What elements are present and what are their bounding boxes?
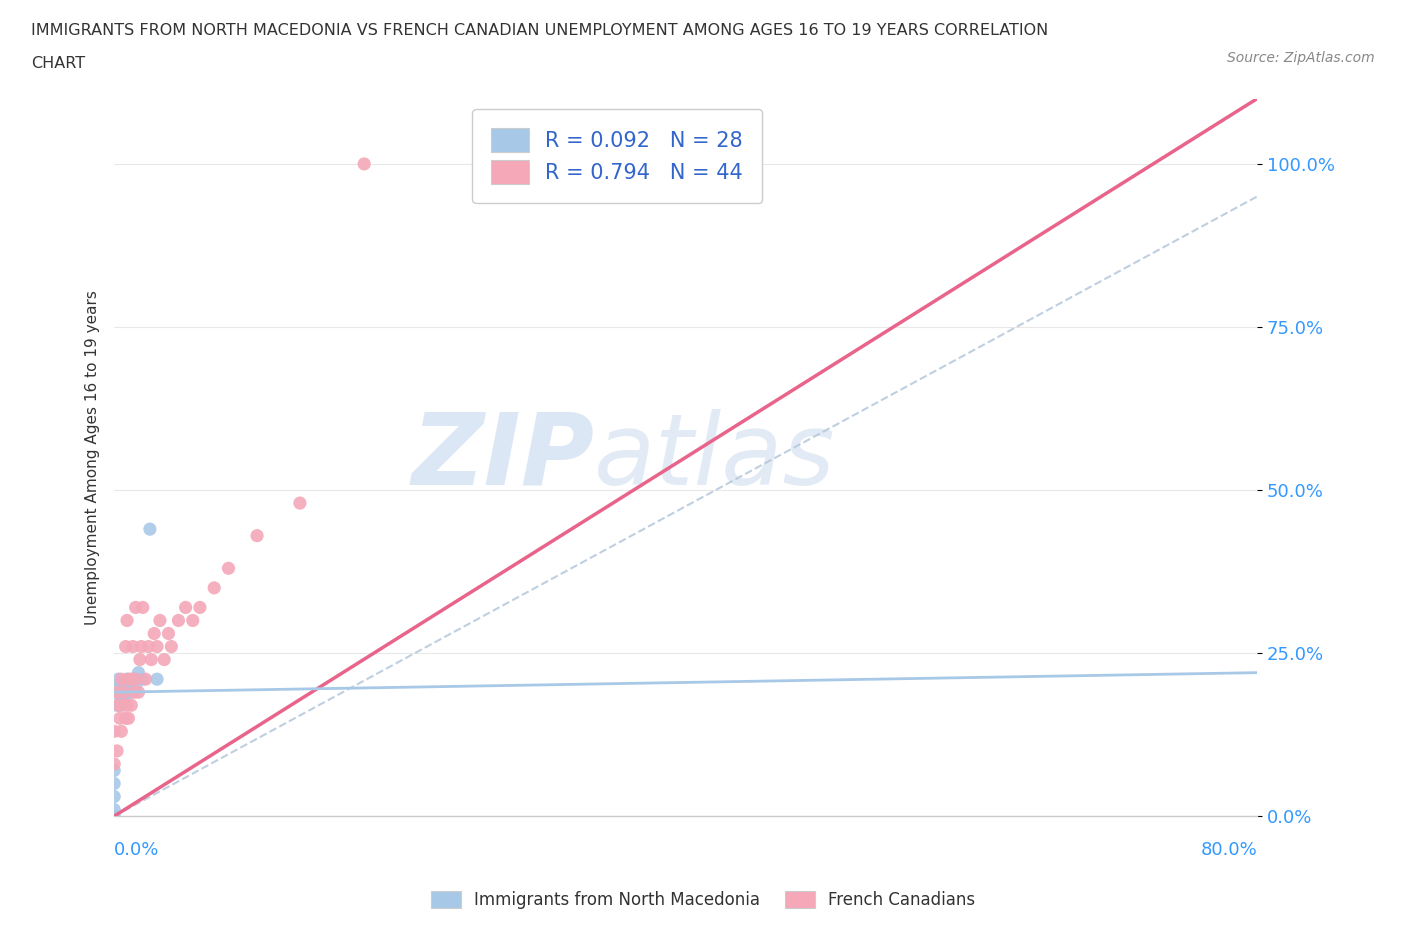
Point [160,639,183,654]
Text: Source: ZipAtlas.com: Source: ZipAtlas.com [1227,51,1375,65]
Text: IMMIGRANTS FROM NORTH MACEDONIA VS FRENCH CANADIAN UNEMPLOYMENT AMONG AGES 16 TO: IMMIGRANTS FROM NORTH MACEDONIA VS FRENC… [31,23,1049,38]
Point [110,724,132,738]
Text: CHART: CHART [31,56,84,71]
Point [131,639,153,654]
Text: atlas: atlas [595,409,835,506]
Point [141,652,163,667]
Point [107,678,129,693]
Point [110,678,132,693]
Point [353,156,375,171]
Point [135,671,157,686]
Point [181,613,204,628]
Point [121,671,143,686]
Point [115,671,138,686]
Point [174,600,197,615]
Point [115,613,138,628]
Point [246,528,269,543]
Point [117,678,139,693]
Point [132,671,155,686]
Point [153,652,176,667]
Point [112,684,135,699]
Point [108,711,131,725]
Point [103,803,125,817]
Point [149,613,172,628]
Point [188,600,211,615]
Point [112,691,135,706]
Point [114,711,136,725]
Point [117,711,139,725]
Legend: R = 0.092   N = 28, R = 0.794   N = 44: R = 0.092 N = 28, R = 0.794 N = 44 [472,109,762,203]
Text: ZIP: ZIP [411,409,595,506]
Point [139,522,162,537]
Point [127,665,149,680]
Point [217,561,239,576]
Point [103,756,125,771]
Point [108,684,131,699]
Point [146,671,169,686]
Point [110,691,132,706]
Point [124,600,146,615]
Point [122,684,145,699]
Legend: Immigrants from North Macedonia, French Canadians: Immigrants from North Macedonia, French … [422,883,984,917]
Point [111,698,134,712]
Point [103,809,125,824]
Point [167,613,190,628]
Point [120,684,142,699]
Point [114,684,136,699]
Point [117,671,139,686]
Point [124,678,146,693]
Point [124,671,146,686]
Point [129,652,152,667]
Point [105,684,128,699]
Point [105,698,128,712]
Point [118,678,141,693]
Point [105,743,128,758]
Point [121,639,143,654]
Point [138,639,160,654]
Point [115,678,138,693]
Point [202,580,225,595]
Point [127,684,149,699]
Point [146,639,169,654]
Point [288,496,311,511]
Point [115,698,138,712]
Point [120,671,142,686]
Point [132,600,155,615]
Point [112,678,135,693]
Point [103,790,125,804]
Point [103,763,125,777]
Point [108,698,131,712]
Text: 0.0%: 0.0% [114,842,159,859]
Point [114,639,136,654]
Point [157,626,180,641]
Point [111,684,134,699]
Point [105,684,128,699]
Point [120,698,142,712]
Point [107,671,129,686]
Point [143,626,166,641]
Point [107,698,129,712]
Y-axis label: Unemployment Among Ages 16 to 19 years: Unemployment Among Ages 16 to 19 years [86,290,100,625]
Point [103,724,125,738]
Point [110,671,132,686]
Point [103,777,125,791]
Text: 80.0%: 80.0% [1201,842,1257,859]
